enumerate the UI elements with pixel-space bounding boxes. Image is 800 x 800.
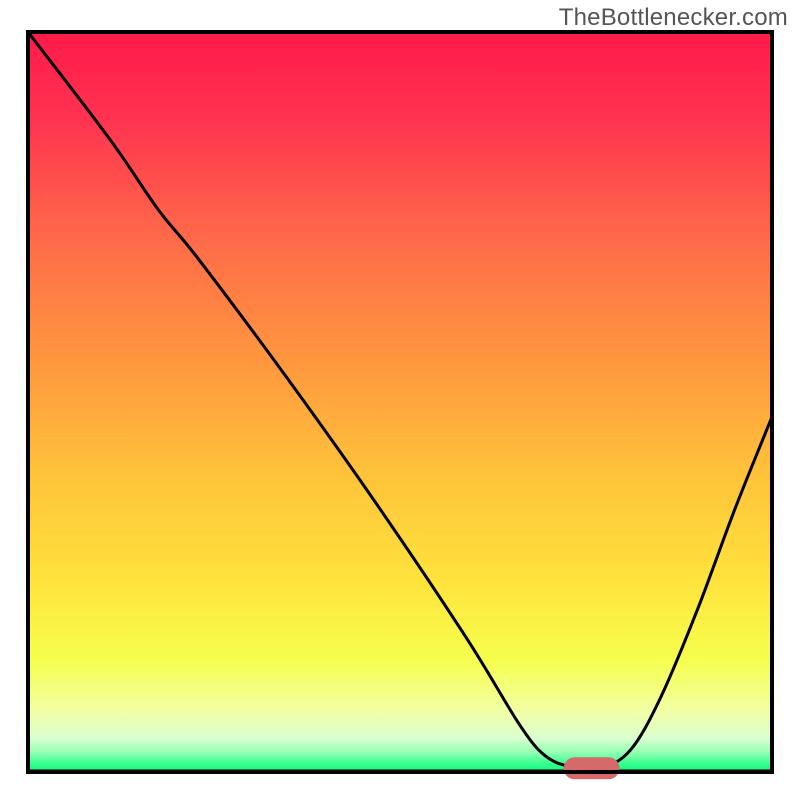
chart-svg — [0, 0, 800, 800]
gradient-background — [28, 32, 772, 772]
optimal-marker — [564, 757, 620, 779]
watermark-text: TheBottlenecker.com — [559, 4, 788, 32]
figure-root: TheBottlenecker.com — [0, 0, 800, 800]
